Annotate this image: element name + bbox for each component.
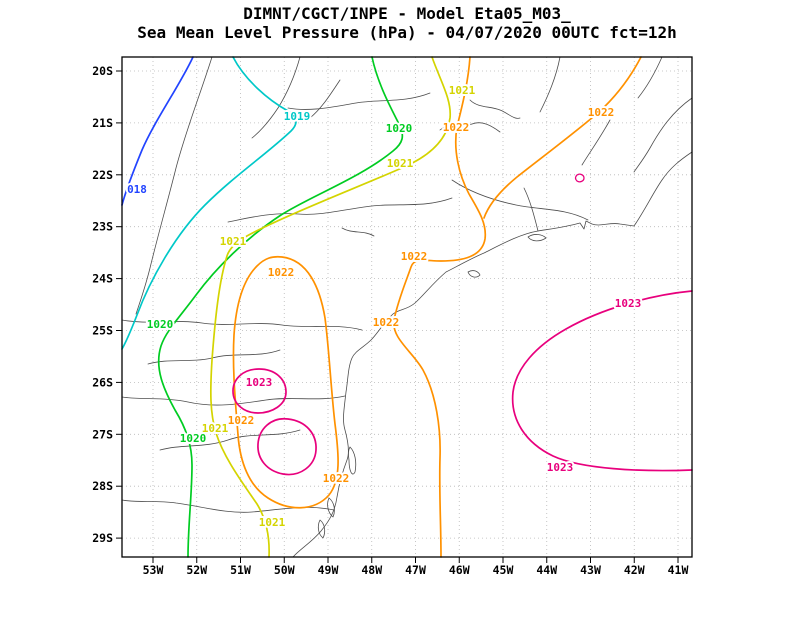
contour-label-1021: 1021 [220,235,247,248]
river [135,56,213,315]
contour-1023-tiny-cell [574,173,585,183]
lat-label: 20S [92,64,113,78]
coastline [292,151,693,558]
lon-label: 53W [143,563,164,577]
river [309,79,341,119]
lon-label: 49W [318,563,339,577]
state-border [523,187,539,232]
lagoon [327,497,335,518]
river [147,349,281,365]
state-border [251,56,301,139]
map-title-line2: Sea Mean Level Pressure (hPa) - 04/07/20… [137,23,676,42]
lon-label: 48W [361,563,382,577]
lon-label: 52W [186,563,207,577]
island-ilha-grande [527,234,547,242]
lat-label: 25S [92,324,113,338]
lon-label: 44W [536,563,557,577]
contour-label-1021: 1021 [202,422,229,435]
contour-label-1019: 1019 [284,110,311,123]
contour-layer [121,56,693,558]
contour-1023-small-cell-2 [257,418,317,476]
map-title-line1: DIMNT/CGCT/INPE - Model Eta05_M03_ [243,4,571,23]
contour-label-1023: 1023 [246,376,273,389]
island-florianopolis [347,446,357,475]
lagoon [317,519,326,539]
lon-label: 46W [449,563,470,577]
river [227,197,453,223]
lat-label: 21S [92,116,113,130]
state-border [637,56,663,99]
contour-label-1022: 1022 [323,472,350,485]
river [469,99,521,119]
river [341,227,375,237]
lon-label: 42W [624,563,645,577]
state-border [121,319,363,331]
river [159,429,301,451]
contour-label-1021: 1021 [387,157,414,170]
geography-layer [121,56,693,558]
contour-label-1021: 1021 [259,516,286,529]
lon-label: 50W [274,563,295,577]
contour-label-1023: 1023 [615,297,642,310]
lon-label: 47W [405,563,426,577]
axis-ticks [116,70,679,563]
lat-label: 22S [92,168,113,182]
contour-label-1023: 1023 [547,461,574,474]
contour-label-1022: 1022 [373,316,400,329]
contour-label-1022: 1022 [588,106,615,119]
lat-label: 24S [92,272,113,286]
contour-label-1018: 018 [127,183,147,196]
contour-label-1022: 1022 [268,266,295,279]
lon-label: 43W [580,563,601,577]
river [451,179,589,221]
contour-label-1020: 1020 [386,122,413,135]
contour-1020 [157,56,404,558]
river [581,119,611,166]
contour-label-1022: 1022 [401,250,428,263]
contour-label-1020: 1020 [147,318,174,331]
contour-label-1020: 1020 [180,432,207,445]
contour-1019 [121,56,297,350]
axis-labels-layer: 53W 52W 51W 50W 49W 48W 47W 46W 45W 44W 43W 42W 41W 2… [92,64,688,577]
contour-1023-ocean-high [511,290,693,472]
contour-label-1021: 1021 [449,84,476,97]
lat-label: 28S [92,479,113,493]
contour-labels-layer: 0181019102010201020102110211021102110211… [125,82,643,531]
contour-label-1022: 1022 [228,414,255,427]
state-border [121,499,335,513]
state-border [121,395,346,406]
contour-1018 [121,56,194,206]
lat-label: 26S [92,375,113,389]
river [287,92,431,110]
contour-1022-northeast [483,56,642,219]
state-border [633,97,693,173]
river [439,122,501,133]
island-ilhabela [467,270,481,278]
contour-1023-small-cell-1 [232,368,287,414]
lat-label: 23S [92,220,113,234]
contour-label-1022: 1022 [443,121,470,134]
lat-label: 27S [92,427,113,441]
contour-1022-main [393,56,487,558]
plot-frame [121,56,693,558]
state-border [539,56,561,113]
lon-label: 41W [668,563,689,577]
contour-1021 [209,56,452,558]
lon-label: 51W [230,563,251,577]
lon-label: 45W [493,563,514,577]
contour-1022-west-loop [232,255,339,509]
lat-label: 29S [92,531,113,545]
